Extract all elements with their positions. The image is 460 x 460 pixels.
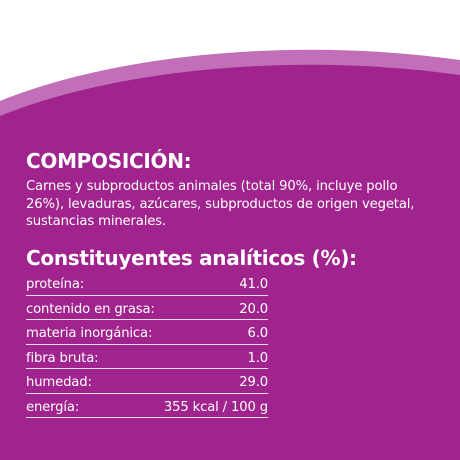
row-label: materia inorgánica:: [26, 326, 153, 341]
composition-text: Carnes y subproductos animales (total 90…: [26, 179, 415, 229]
row-value: 6.0: [247, 326, 268, 341]
row-label: energía:: [26, 399, 80, 415]
row-value: 1.0: [247, 350, 268, 366]
row-label: humedad:: [26, 375, 92, 390]
analytics-row-inorganic: materia inorgánica: 6.0: [26, 320, 268, 345]
analytics-heading: Constituyentes analíticos (%):: [26, 246, 357, 270]
row-value: 29.0: [239, 375, 268, 390]
row-label: contenido en grasa:: [26, 301, 155, 317]
row-label: fibra bruta:: [26, 350, 99, 366]
composition-heading: COMPOSICIÓN:: [26, 149, 192, 173]
analytics-row-fat: contenido en grasa: 20.0: [26, 296, 268, 320]
row-value: 20.0: [239, 301, 268, 317]
row-value: 41.0: [239, 277, 268, 292]
analytics-row-protein: proteína: 41.0: [26, 271, 268, 296]
row-value: 355 kcal / 100 g: [163, 399, 268, 415]
analytics-row-fiber: fibra bruta: 1.0: [26, 345, 268, 369]
row-label: proteína:: [26, 277, 85, 292]
purple-panel: [0, 64, 460, 460]
analytics-table: proteína: 41.0 contenido en grasa: 20.0 …: [26, 271, 268, 418]
analytics-row-moisture: humedad: 29.0: [26, 369, 268, 394]
analytics-row-energy: energía: 355 kcal / 100 g: [26, 394, 268, 418]
